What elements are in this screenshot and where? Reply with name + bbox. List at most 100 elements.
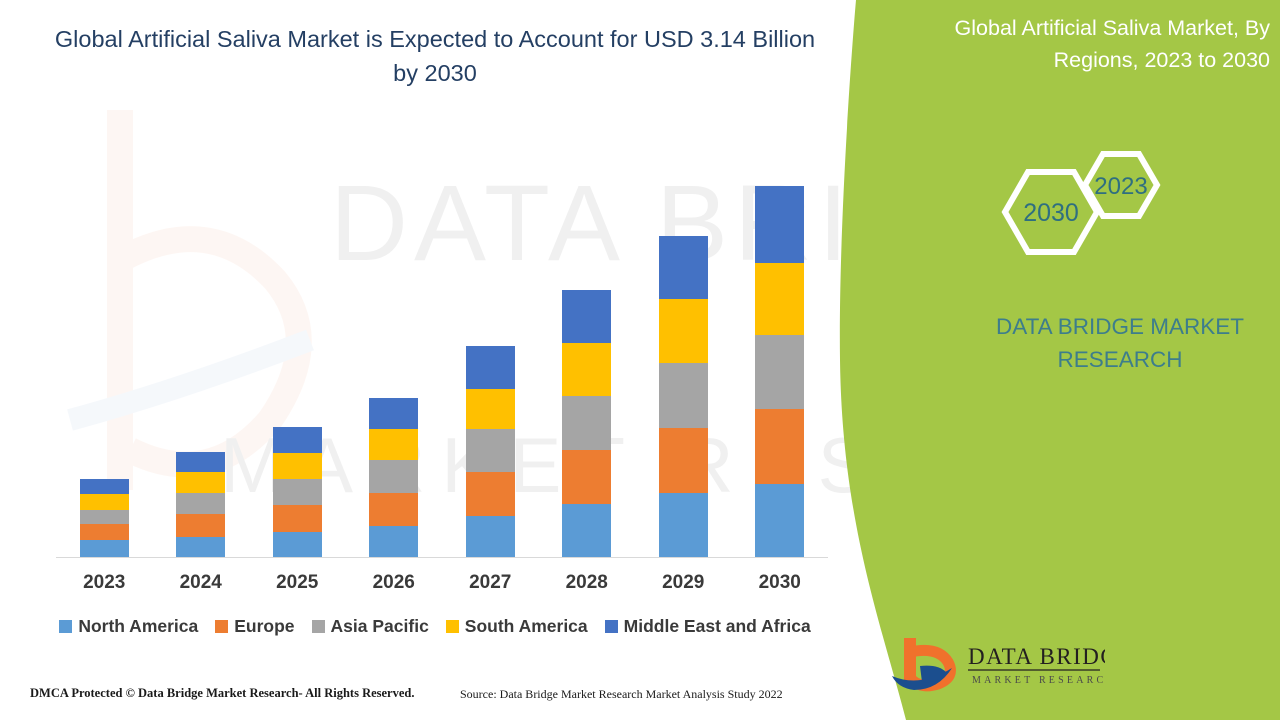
legend-swatch-icon — [445, 620, 459, 633]
bar-stack[interactable] — [465, 345, 515, 557]
bar-segment[interactable] — [465, 429, 515, 472]
bar-stack[interactable] — [272, 427, 322, 557]
bar-segment[interactable] — [658, 428, 708, 494]
bar-segment[interactable] — [176, 471, 226, 494]
bar-stack[interactable] — [369, 397, 419, 557]
bar-segment[interactable] — [176, 514, 226, 537]
x-axis-label: 2026 — [372, 572, 415, 593]
bar-segment[interactable] — [755, 262, 805, 335]
footer-source: Source: Data Bridge Market Research Mark… — [460, 687, 783, 701]
bar-segment[interactable] — [369, 460, 419, 494]
legend-item[interactable]: Middle East and Africa — [604, 616, 811, 637]
bar-segment[interactable] — [562, 396, 612, 450]
hexagon-2030-label: 2030 — [1023, 199, 1079, 227]
x-axis-label: 2030 — [758, 572, 801, 593]
bar-column[interactable] — [346, 150, 442, 557]
bar-segment[interactable] — [176, 536, 226, 557]
bar-segment[interactable] — [79, 479, 129, 495]
legend-swatch-icon — [604, 620, 618, 633]
bar-column[interactable] — [635, 150, 731, 557]
legend-item[interactable]: Asia Pacific — [311, 616, 429, 637]
chart-plot-area — [56, 150, 828, 558]
x-axis-label: 2029 — [662, 572, 705, 593]
legend-swatch-icon — [215, 620, 229, 633]
bar-segment[interactable] — [465, 515, 515, 557]
hexagon-2023-shape — [1081, 151, 1161, 219]
bar-segment[interactable] — [79, 540, 129, 557]
bar-segment[interactable] — [755, 334, 805, 410]
bar-segment[interactable] — [562, 343, 612, 397]
legend-swatch-icon — [311, 620, 325, 633]
legend-item[interactable]: Europe — [215, 616, 295, 637]
bar-segment[interactable] — [465, 389, 515, 430]
legend-label: South America — [464, 616, 588, 636]
x-axis-label: 2023 — [83, 572, 126, 593]
bar-segment[interactable] — [176, 493, 226, 515]
bar-stack[interactable] — [562, 290, 612, 557]
x-axis-label: 2027 — [469, 572, 512, 593]
brand-line-1: DATA BRIDGE MARKET — [996, 314, 1244, 339]
bar-segment[interactable] — [658, 363, 708, 429]
x-axis-labels: 2023 2024 2025 2026 2027 2028 2029 2030 — [56, 572, 828, 594]
bar-segment[interactable] — [562, 290, 612, 344]
bar-segment[interactable] — [755, 186, 805, 263]
bar-segment[interactable] — [79, 509, 129, 524]
bar-segment[interactable] — [755, 483, 805, 557]
legend-label: Europe — [234, 616, 295, 636]
bar-segment[interactable] — [79, 523, 129, 541]
hexagon-pair-icon: 2030 2023 — [1001, 151, 1161, 255]
bar-stack[interactable] — [176, 451, 226, 557]
bar-segment[interactable] — [272, 479, 322, 506]
legend-item[interactable]: North America — [59, 616, 198, 637]
bar-segment[interactable] — [176, 451, 226, 472]
legend-item[interactable]: South America — [445, 616, 588, 637]
hexagon-2023-label: 2023 — [1094, 173, 1147, 200]
logo-tagline: MARKET RESEARCH — [972, 675, 1105, 686]
x-axis-label: 2024 — [179, 572, 222, 593]
data-bridge-logo-icon: DATA BRIDGE MARKET RESEARCH — [892, 638, 1105, 692]
bar-segment[interactable] — [658, 235, 708, 300]
bar-stack[interactable] — [658, 235, 708, 557]
chart-legend: North America Europe Asia Pacific South Ame… — [40, 616, 830, 637]
bar-segment[interactable] — [369, 429, 419, 461]
bar-column[interactable] — [732, 150, 828, 557]
bar-segment[interactable] — [465, 471, 515, 516]
bar-group — [56, 150, 828, 557]
x-axis-label: 2025 — [276, 572, 319, 593]
bar-segment[interactable] — [272, 453, 322, 480]
bar-segment[interactable] — [369, 397, 419, 430]
panel-title: Global Artificial Saliva Market, By Regi… — [954, 16, 1270, 72]
bar-segment[interactable] — [658, 299, 708, 364]
bar-column[interactable] — [539, 150, 635, 557]
company-logo: DATA BRIDGE MARKET RESEARCH — [890, 632, 1105, 694]
bar-segment[interactable] — [465, 345, 515, 390]
bar-column[interactable] — [249, 150, 345, 557]
legend-label: Asia Pacific — [330, 616, 429, 636]
bar-column[interactable] — [442, 150, 538, 557]
bar-segment[interactable] — [272, 532, 322, 557]
page-title: Global Artificial Saliva Market is Expec… — [54, 26, 816, 86]
bar-segment[interactable] — [369, 493, 419, 527]
bar-segment[interactable] — [79, 494, 129, 510]
legend-label: North America — [78, 616, 199, 636]
bar-segment[interactable] — [658, 493, 708, 557]
hexagon-2030-shape — [1001, 169, 1101, 255]
bar-segment[interactable] — [755, 409, 805, 484]
bar-column[interactable] — [56, 150, 152, 557]
footer-copyright: DMCA Protected © Data Bridge Market Rese… — [30, 686, 415, 700]
legend-swatch-icon — [59, 620, 73, 633]
bar-segment[interactable] — [562, 503, 612, 557]
x-axis-line — [56, 557, 828, 558]
bar-stack[interactable] — [79, 479, 129, 557]
logo-wordmark: DATA BRIDGE — [968, 644, 1105, 669]
bar-segment[interactable] — [272, 505, 322, 533]
bar-segment[interactable] — [272, 427, 322, 454]
bar-stack[interactable] — [755, 186, 805, 557]
bar-segment[interactable] — [369, 526, 419, 557]
brand-name: DATA BRIDGE MARKET RESEARCH — [960, 310, 1280, 376]
year-hexagons: 2030 2023 — [975, 135, 1190, 290]
bar-column[interactable] — [153, 150, 249, 557]
bar-segment[interactable] — [562, 449, 612, 504]
legend-label: Middle East and Africa — [623, 616, 811, 636]
